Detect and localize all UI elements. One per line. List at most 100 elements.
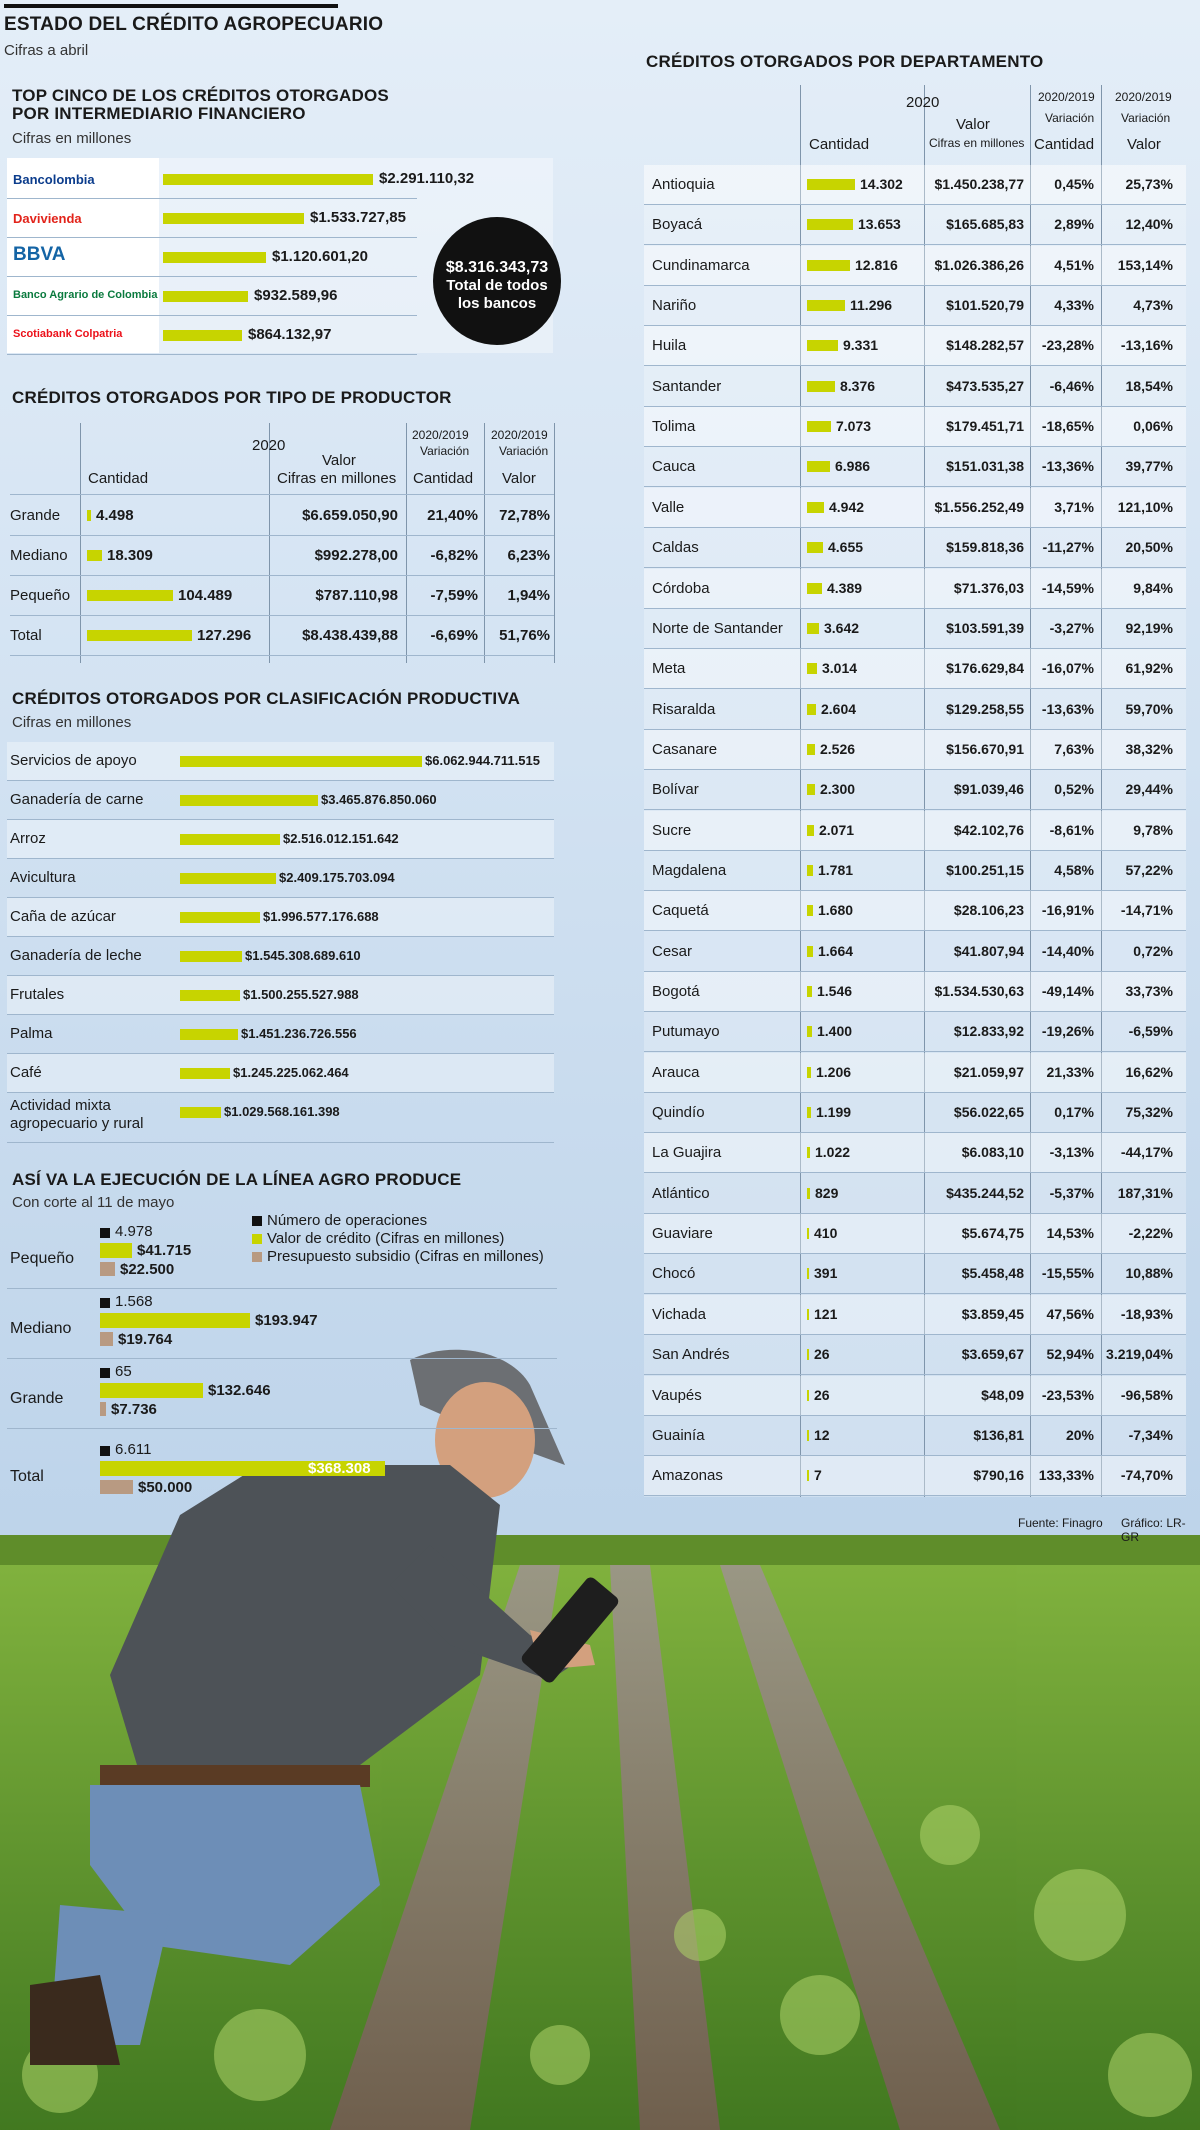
- ops-value: 65: [115, 1363, 132, 1380]
- departamento-valor: $136,81: [973, 1426, 1024, 1443]
- bank-bar: [163, 252, 266, 263]
- departamento-row: [644, 205, 1186, 246]
- departamento-name: Córdoba: [652, 579, 710, 597]
- departamento-var-valor: 0,72%: [1133, 942, 1173, 959]
- departamento-var-valor: 121,10%: [1117, 498, 1173, 515]
- bank-logo: Bancolombia: [13, 172, 95, 187]
- departamento-bar: [807, 864, 813, 876]
- departamento-var-cant: -19,26%: [1041, 1023, 1094, 1040]
- col-var-head: 2020/2019: [412, 428, 469, 442]
- departamento-var-valor: 153,14%: [1117, 256, 1173, 273]
- departamento-row: [644, 1012, 1186, 1053]
- departamento-bar: [807, 179, 855, 190]
- subsidio-bar: [100, 1402, 106, 1416]
- departamento-name: Chocó: [652, 1265, 696, 1283]
- clasificacion-bar: [180, 1107, 221, 1118]
- subsidio-bar: [100, 1332, 113, 1346]
- agro-legend-item: Presupuesto subsidio (Cifras en millones…: [252, 1248, 544, 1265]
- departamento-var-cant: -16,07%: [1041, 660, 1094, 677]
- departamento-var-cant: 0,45%: [1054, 176, 1094, 192]
- departamento-cantidad: 1.546: [817, 983, 853, 999]
- banks-title-line1: TOP CINCO DE LOS CRÉDITOS OTORGADOS: [12, 86, 389, 105]
- total-banks-value: $8.316.343,73: [445, 259, 549, 276]
- departamento-valor: $129.258,55: [946, 700, 1024, 717]
- bank-row: Bancolombia: [7, 160, 417, 199]
- departamento-name: Caquetá: [652, 902, 709, 920]
- departamento-var-valor: 187,31%: [1117, 1184, 1173, 1201]
- departamento-bar: [807, 259, 850, 271]
- departamento-name: Boyacá: [652, 216, 703, 234]
- departamento-cantidad: 121: [814, 1305, 838, 1322]
- departamento-name: Cesar: [652, 942, 693, 960]
- departamento-bar: [807, 501, 824, 513]
- clasificacion-title: CRÉDITOS OTORGADOS POR CLASIFICACIÓN PRO…: [12, 689, 521, 708]
- departamento-var-valor: 25,73%: [1125, 176, 1173, 192]
- departamento-valor: $3.859,45: [961, 1305, 1024, 1322]
- clasificacion-value: $1.545.308.689.610: [245, 948, 361, 963]
- departamento-var-cant: 4,51%: [1054, 256, 1094, 273]
- bank-value: $864.132,97: [248, 326, 332, 343]
- bank-row: Scotiabank Colpatria: [7, 316, 417, 355]
- departamento-row: [644, 447, 1186, 488]
- departamento-valor: $42.102,76: [953, 821, 1024, 838]
- clasificacion-row: [7, 937, 554, 976]
- departamento-var-cant: 4,33%: [1054, 297, 1094, 314]
- departamento-row: [644, 770, 1186, 811]
- cantidad-value: 104.489: [178, 587, 233, 604]
- row-name: Grande: [10, 507, 61, 524]
- table-rule: [406, 423, 407, 663]
- cantidad-bar: [87, 590, 173, 601]
- departamento-var-valor: 9,84%: [1133, 579, 1173, 596]
- departamento-var-cant: 133,33%: [1038, 1467, 1094, 1484]
- subsidio-value: $50.000: [138, 1479, 193, 1496]
- clasificacion-value: $3.465.876.850.060: [321, 792, 437, 807]
- departamento-valor: $1.450.238,77: [934, 176, 1024, 192]
- credito-bar: [100, 1383, 203, 1398]
- table-rule: [800, 85, 801, 1497]
- departamento-valor: $1.556.252,49: [934, 498, 1024, 515]
- credito-bar: [100, 1243, 132, 1258]
- departamento-cantidad: 2.604: [821, 700, 857, 717]
- table-rule: [1101, 85, 1102, 1497]
- departamento-bar: [807, 582, 822, 594]
- var-cant-value: -7,59%: [430, 587, 478, 604]
- clasificacion-row: [7, 1015, 554, 1054]
- departamento-name: Vichada: [652, 1305, 706, 1323]
- credito-bar: [100, 1313, 250, 1328]
- departamento-var-cant: -3,13%: [1049, 1144, 1094, 1161]
- departamento-bar: [807, 824, 814, 836]
- departamento-bar: [807, 1187, 810, 1199]
- departamento-cantidad: 1.206: [816, 1063, 852, 1080]
- departamento-valor: $5.458,48: [961, 1265, 1024, 1282]
- departamento-name: Cauca: [652, 458, 696, 476]
- table-rule: [10, 575, 554, 576]
- col-var-cantidad: Cantidad: [1034, 136, 1095, 153]
- clasificacion-value: $2.516.012.151.642: [283, 831, 399, 846]
- credito-bar: [100, 1461, 385, 1476]
- clasificacion-row: [7, 1093, 554, 1143]
- departamento-cantidad: 410: [814, 1225, 838, 1242]
- table-rule: [10, 615, 554, 616]
- farmer-illustration: [30, 1349, 619, 2065]
- departamento-var-valor: 33,73%: [1125, 983, 1173, 999]
- var-valor-value: 1,94%: [507, 587, 550, 604]
- banks-title-line2: POR INTERMEDIARIO FINANCIERO: [12, 104, 306, 123]
- col-valor: Valor: [956, 116, 990, 133]
- departamento-valor: $41.807,94: [953, 942, 1024, 959]
- departamento-var-cant: -18,65%: [1041, 418, 1094, 435]
- departamento-name: Caldas: [652, 539, 699, 557]
- valor-value: $787.110,98: [315, 587, 398, 604]
- table-rule: [10, 494, 554, 495]
- col-year: 2020: [906, 94, 940, 111]
- departamento-cantidad: 2.071: [819, 821, 855, 838]
- row-name: Mediano: [10, 547, 68, 564]
- departamento-row: [644, 1416, 1186, 1456]
- legend-label: Presupuesto subsidio (Cifras en millones…: [267, 1248, 544, 1265]
- table-rule: [484, 423, 485, 663]
- departamento-row: [644, 487, 1186, 528]
- departamento-var-valor: -6,59%: [1128, 1023, 1173, 1040]
- agro-title: ASÍ VA LA EJECUCIÓN DE LA LÍNEA AGRO PRO…: [12, 1170, 462, 1189]
- clasificacion-bar: [180, 1068, 230, 1079]
- departamento-bar: [807, 1349, 809, 1361]
- departamento-var-cant: 0,52%: [1054, 781, 1094, 798]
